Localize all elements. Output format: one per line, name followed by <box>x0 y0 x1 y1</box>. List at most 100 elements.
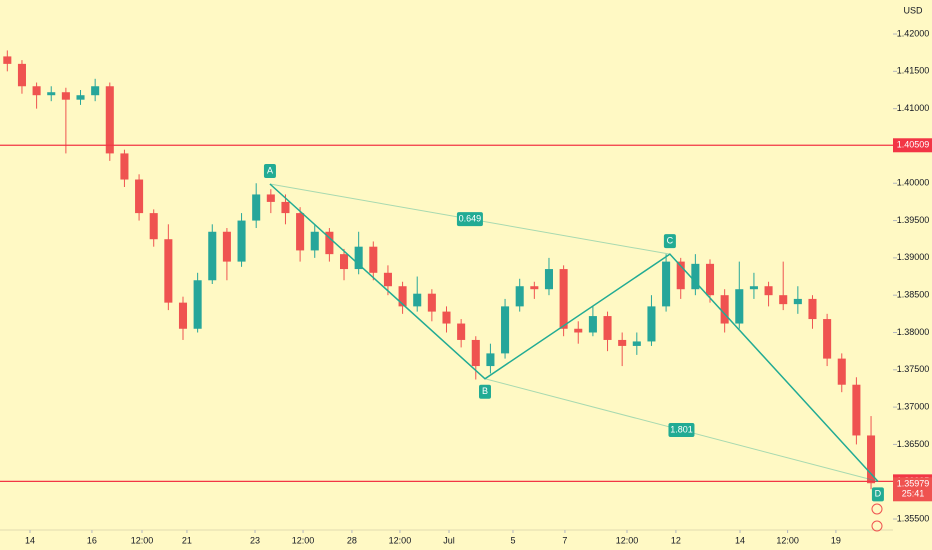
x-tick-label: Jul <box>443 535 455 545</box>
price-label: 1.40509 <box>897 140 930 150</box>
pattern-point-box <box>663 234 676 249</box>
candle-body <box>47 92 56 96</box>
countdown: 25:41 <box>902 489 925 499</box>
x-tick-label: 5 <box>510 535 515 545</box>
icon <box>871 520 883 532</box>
pattern-point-label: D <box>875 489 882 499</box>
candle-body <box>61 92 70 100</box>
x-tick-label: 7 <box>562 535 567 545</box>
y-tick-label: 1.39500 <box>897 215 930 225</box>
x-tick-label: 21 <box>182 535 192 545</box>
x-tick-label: 12:00 <box>131 535 154 545</box>
candle-body <box>427 293 436 312</box>
y-tick-label: 1.40000 <box>897 178 930 188</box>
pattern-point-box <box>479 384 492 399</box>
y-tick-label: 1.39000 <box>897 252 930 262</box>
y-tick-label: 1.35500 <box>897 513 930 523</box>
pattern-line <box>269 183 879 482</box>
candle-body <box>808 298 817 320</box>
candle-body <box>281 201 290 214</box>
candle-body <box>735 289 744 324</box>
candle-body <box>310 231 319 251</box>
icon <box>871 503 883 515</box>
candle-body <box>413 293 422 307</box>
candle-body <box>208 231 217 281</box>
x-tick-label: 14 <box>25 535 35 545</box>
candle-body <box>691 263 700 290</box>
last-price-box <box>893 477 932 502</box>
candle-body <box>676 261 685 290</box>
price-label-box <box>893 138 932 153</box>
x-tick-label: 12:00 <box>776 535 799 545</box>
y-tick-label: 1.37000 <box>897 401 930 411</box>
candle-body <box>105 86 114 154</box>
candle-body <box>76 95 85 100</box>
candle-body <box>603 316 612 340</box>
candle-body <box>354 246 363 270</box>
x-tick-label: 12:00 <box>292 535 315 545</box>
candle-body <box>867 435 876 484</box>
candle-body <box>559 269 568 329</box>
x-tick-label: 12:00 <box>389 535 412 545</box>
ratio-label: 1.801 <box>670 424 693 434</box>
candle-body <box>837 358 846 385</box>
candle-body <box>222 231 231 262</box>
candle-body <box>749 286 758 290</box>
candle-body <box>720 295 729 324</box>
ratio-box <box>668 423 695 438</box>
pattern-point-box <box>871 487 884 502</box>
candle-body <box>17 63 26 87</box>
candle-body <box>501 306 510 354</box>
candle-body <box>135 179 144 214</box>
x-tick-label: 28 <box>347 535 357 545</box>
candle-body <box>252 194 261 221</box>
candle-body <box>3 56 12 64</box>
last-price: 1.35979 <box>897 479 930 489</box>
pattern-point-label: C <box>667 236 674 246</box>
candle-body <box>296 213 305 251</box>
x-tick-label: 16 <box>87 535 97 545</box>
candle-body <box>647 306 656 342</box>
pattern-point-label: A <box>267 165 273 175</box>
candle-body <box>662 261 671 307</box>
pattern-point-box <box>263 164 276 179</box>
tool-icons <box>871 503 883 532</box>
y-tick-label: 1.37500 <box>897 364 930 374</box>
y-tick-label: 1.41000 <box>897 103 930 113</box>
candle-body <box>823 319 832 359</box>
candle-body <box>574 328 583 333</box>
candle-body <box>588 316 597 333</box>
candle-body <box>398 286 407 307</box>
y-tick-label: 1.41500 <box>897 66 930 76</box>
candle-body <box>149 213 158 240</box>
candle-body <box>486 353 495 367</box>
candle-body <box>779 295 788 305</box>
candle-body <box>530 286 539 290</box>
x-tick-label: 14 <box>735 535 745 545</box>
candle-body <box>852 384 861 436</box>
candle-body <box>457 323 466 340</box>
y-tick-label: 1.42000 <box>897 28 930 38</box>
pattern-point-label: B <box>482 386 488 396</box>
candle-body <box>164 239 173 303</box>
x-tick-label: 19 <box>831 535 841 545</box>
candle-body <box>515 286 524 307</box>
candle-body <box>266 194 275 202</box>
candle-body <box>632 341 641 346</box>
y-tick-label: 1.38000 <box>897 327 930 337</box>
candle-body <box>237 220 246 262</box>
candle-body <box>618 339 627 346</box>
ratio-box <box>456 212 483 227</box>
x-tick-label: 12 <box>671 535 681 545</box>
candle-body <box>793 298 802 305</box>
candle-body <box>471 339 480 367</box>
ratio-label: 0.649 <box>459 213 482 223</box>
candle-body <box>91 86 100 96</box>
candle-body <box>193 280 202 329</box>
candle-body <box>544 269 554 290</box>
candle-body <box>764 286 773 296</box>
currency: USD <box>903 5 923 15</box>
candle-body <box>705 263 715 296</box>
